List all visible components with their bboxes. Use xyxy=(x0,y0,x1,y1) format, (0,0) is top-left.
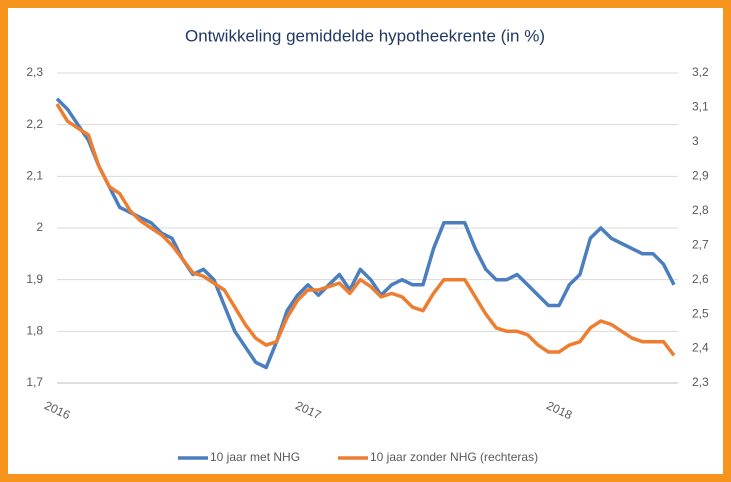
y2-tick-label: 3,1 xyxy=(692,100,709,114)
legend-label: 10 jaar met NHG xyxy=(210,450,300,464)
y2-tick-label: 2,4 xyxy=(692,341,709,355)
y2-tick-label: 3 xyxy=(692,134,699,148)
x-tick-label: 2016 xyxy=(42,398,72,422)
y2-tick-label: 2,5 xyxy=(692,306,709,320)
chart: Ontwikkeling gemiddelde hypotheekrente (… xyxy=(8,8,723,474)
y2-tick-label: 2,9 xyxy=(692,169,709,183)
y2-tick-label: 2,3 xyxy=(692,375,709,389)
y2-tick-label: 2,8 xyxy=(692,203,709,217)
x-tick-label: 2017 xyxy=(293,398,323,422)
legend-label: 10 jaar zonder NHG (rechteras) xyxy=(370,450,538,464)
y-tick-label: 1,8 xyxy=(26,324,43,338)
x-tick-label: 2018 xyxy=(544,398,574,422)
y2-tick-label: 2,7 xyxy=(692,237,709,251)
y-tick-label: 2,2 xyxy=(26,117,43,131)
chart-title: Ontwikkeling gemiddelde hypotheekrente (… xyxy=(185,26,545,45)
y-tick-label: 1,9 xyxy=(26,272,43,286)
series-line xyxy=(55,97,676,370)
y-tick-label: 2,1 xyxy=(26,169,43,183)
y-tick-label: 2 xyxy=(36,220,43,234)
y2-tick-label: 2,6 xyxy=(692,272,709,286)
y2-tick-label: 3,2 xyxy=(692,65,709,79)
series-line xyxy=(55,103,676,357)
y-tick-label: 2,3 xyxy=(26,65,43,79)
y-tick-label: 1,7 xyxy=(26,375,43,389)
